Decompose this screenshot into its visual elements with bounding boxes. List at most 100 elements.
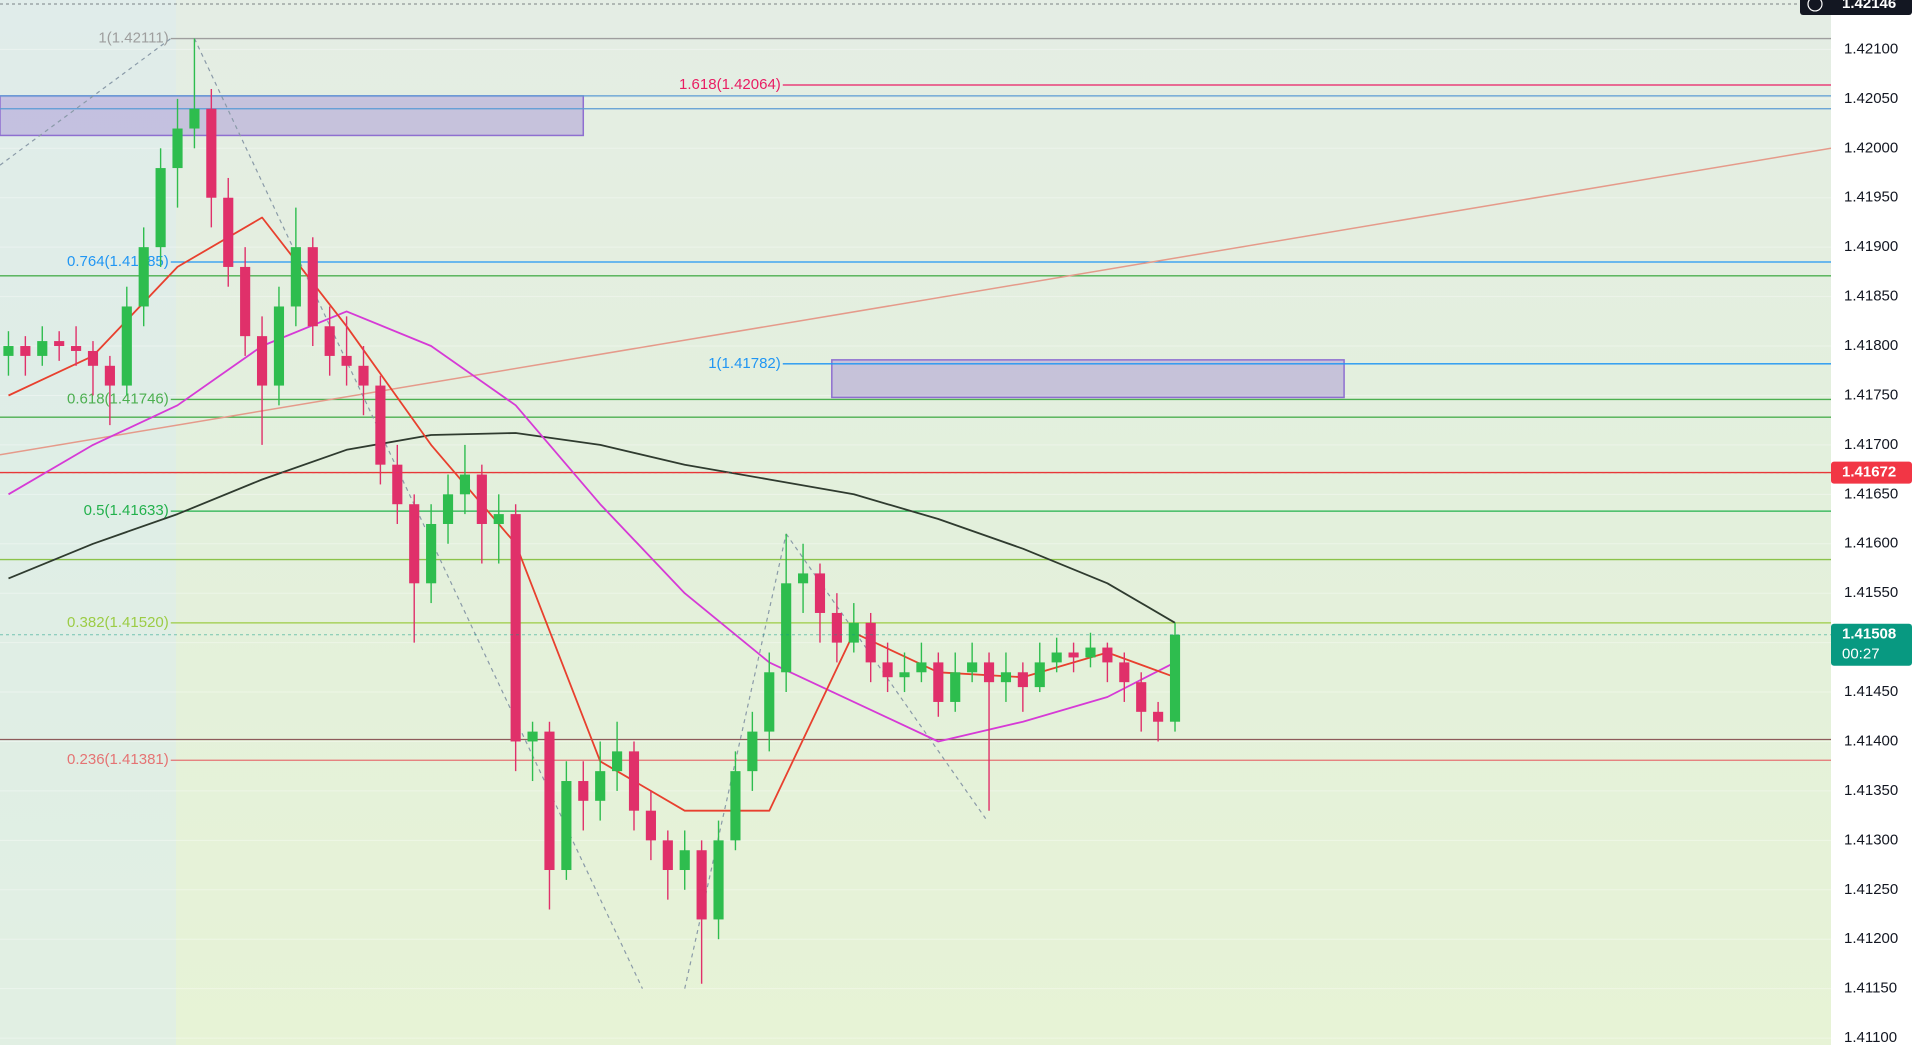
candle-body <box>290 247 301 307</box>
candle-body <box>797 573 809 584</box>
candle-body <box>87 350 99 366</box>
candle-body <box>138 247 149 307</box>
price-tag-countdown: 00:27 <box>1842 646 1880 663</box>
y-tick-label: 1.41800 <box>1844 337 1898 354</box>
candle-body <box>510 514 521 742</box>
candle-body <box>628 751 640 811</box>
moving-average <box>8 310 1176 743</box>
y-tick-label: 1.42100 <box>1844 40 1898 57</box>
candle-body <box>172 128 183 169</box>
level-label: 1(1.41782) <box>708 355 781 372</box>
candle-body <box>273 306 285 386</box>
candle-body <box>814 573 826 613</box>
y-tick-label: 1.41200 <box>1844 930 1898 947</box>
candle-body <box>1051 652 1062 663</box>
candle-body <box>240 266 251 337</box>
price-axis <box>1831 0 1920 1045</box>
candle-body <box>848 622 859 643</box>
plot-shade <box>0 0 176 1045</box>
candle-body <box>662 840 673 871</box>
candle-body <box>933 662 944 702</box>
candle-body <box>442 494 454 524</box>
candle-body <box>307 247 318 327</box>
y-tick-label: 1.41100 <box>1844 1029 1897 1045</box>
candle-body <box>104 365 115 386</box>
trend-line <box>0 147 1831 456</box>
y-tick-label: 1.41850 <box>1844 288 1898 305</box>
price-tag <box>1831 623 1912 666</box>
price-tag-label: 1.41672 <box>1842 464 1896 481</box>
level-label: 0.236(1.41381) <box>67 751 169 768</box>
candle-body <box>476 474 487 524</box>
candle-body <box>696 850 707 920</box>
y-tick-label: 1.41700 <box>1844 436 1898 453</box>
y-tick-label: 1.41350 <box>1844 782 1898 799</box>
candle-body <box>426 523 437 584</box>
level-label: 0.764(1.41885) <box>67 253 169 270</box>
candle-body <box>392 464 403 505</box>
candle-body <box>899 672 910 678</box>
candle-body <box>1017 672 1028 688</box>
candle-body <box>493 514 504 524</box>
y-tick-label: 1.42000 <box>1844 139 1898 156</box>
axis-layer: 1.41100 1.41150 1.41200 1.41250 1.41300 1.413… <box>1800 0 1912 1045</box>
candle-body <box>358 365 369 386</box>
candle-body <box>1169 634 1181 722</box>
candle-body <box>121 306 132 386</box>
candle-body <box>612 751 623 772</box>
y-tick-label: 1.41150 <box>1844 980 1897 997</box>
candle-body <box>1119 662 1130 683</box>
candle-body <box>1068 652 1079 658</box>
y-tick-label: 1.42050 <box>1844 90 1898 107</box>
candle-body <box>324 326 335 356</box>
candle-body <box>679 850 690 871</box>
candle-body <box>409 504 420 584</box>
candle-body <box>1102 647 1113 663</box>
level-label: 0.618(1.41746) <box>67 390 169 407</box>
plot: 1(1.42111) 1.618(1.42064) 0.764(1.41885) 1(… <box>0 3 1831 1039</box>
candle-body <box>645 810 656 841</box>
candle-body <box>20 346 31 356</box>
tag-icon <box>1807 0 1823 12</box>
y-tick-label: 1.41550 <box>1844 584 1898 601</box>
plot-background <box>0 0 1831 1045</box>
candle-body <box>865 622 876 663</box>
zone <box>831 359 1345 399</box>
candle-body <box>1085 647 1096 658</box>
y-tick-label: 1.41400 <box>1844 732 1898 749</box>
candle-body <box>747 731 758 772</box>
fib-anchor-line <box>0 38 172 166</box>
y-tick-label: 1.41950 <box>1844 189 1898 206</box>
y-tick-label: 1.41250 <box>1844 881 1898 898</box>
level-label: 0.5(1.41633) <box>84 502 169 519</box>
candle-body <box>155 168 166 248</box>
candle-body <box>967 662 978 673</box>
candle-body <box>764 672 775 732</box>
price-tag-label: 1.41508 <box>1842 626 1896 643</box>
candle-body <box>713 840 724 920</box>
candle-body <box>544 731 555 871</box>
y-tick-label: 1.41600 <box>1844 535 1898 552</box>
candle-body <box>578 781 589 801</box>
candle-body <box>983 662 995 683</box>
candle-body <box>71 346 82 351</box>
candle-body <box>256 336 268 386</box>
candle-body <box>1000 672 1012 683</box>
candle-body <box>375 385 386 465</box>
candle-body <box>341 355 352 366</box>
candle-body <box>916 662 927 673</box>
candle-body <box>54 341 65 347</box>
y-tick-label: 1.41650 <box>1844 485 1898 502</box>
candle-body <box>882 662 893 678</box>
candle-body <box>595 771 606 801</box>
y-tick-label: 1.41750 <box>1844 386 1898 403</box>
candle-body <box>223 197 234 267</box>
moving-average <box>8 432 1176 624</box>
candle-body <box>831 612 842 643</box>
candle-body <box>206 108 217 198</box>
level-label: 1(1.42111) <box>98 30 168 47</box>
candle-body <box>459 474 471 495</box>
price-tag-label: 1.42146 <box>1842 0 1896 12</box>
